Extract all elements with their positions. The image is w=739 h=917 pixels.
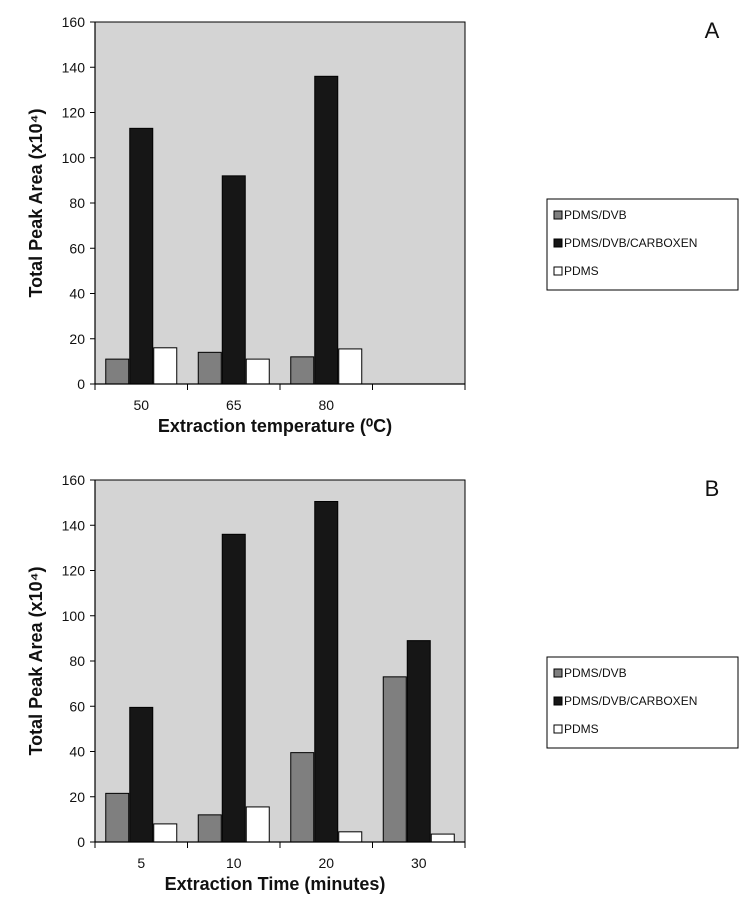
bar-pdms-dvb-20 <box>290 752 315 843</box>
bar-pdms-80 <box>338 348 363 385</box>
legend-label-pdms: PDMS <box>564 264 599 278</box>
x-axis-title: Extraction temperature (⁰C) <box>158 416 392 436</box>
chart-panel-a: 0 20 40 60 80 100 120 140 160 50 65 80 Total Peak Ar… <box>0 0 739 458</box>
legend-label-pdms: PDMS <box>564 722 599 736</box>
y-axis-title: Total Peak Area (x10⁴) <box>26 109 46 298</box>
bar-pdms-dvb-65 <box>197 351 222 385</box>
y-tick-label: 140 <box>62 59 86 75</box>
bar-pdms-dvb-carboxen-65 <box>221 175 246 385</box>
legend-box <box>546 656 739 749</box>
x-tick-label: 65 <box>226 397 242 413</box>
y-tick-label: 80 <box>69 653 85 669</box>
panel-label: B <box>705 476 720 501</box>
bar-pdms-dvb-carboxen-30 <box>406 640 431 843</box>
y-tick-label: 100 <box>62 150 86 166</box>
bar-pdms-dvb-50 <box>105 358 130 385</box>
legend: PDMS/DVB PDMS/DVB/CARBOXEN PDMS <box>546 656 739 749</box>
y-tick-label: 120 <box>62 563 86 579</box>
x-tick-label: 10 <box>226 855 242 871</box>
y-axis-title: Total Peak Area (x10⁴) <box>26 567 46 756</box>
x-tick-label: 20 <box>318 855 334 871</box>
y-tick-label: 40 <box>69 286 85 302</box>
x-tick-label: 5 <box>137 855 145 871</box>
y-tick-label: 60 <box>69 240 85 256</box>
legend-swatch-pdms <box>553 266 563 276</box>
legend-box <box>546 198 739 291</box>
legend-label-pdms-dvb: PDMS/DVB <box>564 666 627 680</box>
y-tick-label: 160 <box>62 472 86 488</box>
bar-pdms-10 <box>245 806 270 843</box>
legend: PDMS/DVB PDMS/DVB/CARBOXEN PDMS <box>546 198 739 291</box>
x-tick-label: 80 <box>318 397 334 413</box>
legend-swatch-pdms-dvb-carboxen <box>553 696 563 706</box>
legend-swatch-pdms <box>553 724 563 734</box>
bar-pdms-dvb-80 <box>290 356 315 385</box>
bar-pdms-dvb-10 <box>197 814 222 843</box>
y-tick-label: 20 <box>69 789 85 805</box>
bar-pdms-dvb-30 <box>382 676 407 843</box>
legend-swatch-pdms-dvb <box>553 210 563 220</box>
y-tick-label: 0 <box>77 834 85 850</box>
bar-pdms-5 <box>153 823 178 843</box>
chart-svg-b: 0 20 40 60 80 100 120 140 160 5 10 20 30 Total Peak A… <box>26 472 739 894</box>
bar-pdms-50 <box>153 347 178 385</box>
x-tick-label: 50 <box>133 397 149 413</box>
bar-pdms-dvb-carboxen-10 <box>221 533 246 843</box>
chart-panel-b: 0 20 40 60 80 100 120 140 160 5 10 20 30 Total Peak A… <box>0 458 739 916</box>
y-tick-label: 120 <box>62 105 86 121</box>
panel-label: A <box>705 18 720 43</box>
y-tick-label: 40 <box>69 744 85 760</box>
bar-pdms-20 <box>338 831 363 843</box>
legend-label-pdms-dvb-carboxen: PDMS/DVB/CARBOXEN <box>564 694 697 708</box>
y-tick-label: 140 <box>62 517 86 533</box>
bar-pdms-dvb-carboxen-5 <box>129 706 154 843</box>
y-tick-label: 100 <box>62 608 86 624</box>
chart-svg-a: 0 20 40 60 80 100 120 140 160 50 65 80 Total Peak Ar… <box>26 14 739 436</box>
plot-area <box>94 21 466 385</box>
legend-label-pdms-dvb: PDMS/DVB <box>564 208 627 222</box>
y-tick-label: 60 <box>69 698 85 714</box>
legend-label-pdms-dvb-carboxen: PDMS/DVB/CARBOXEN <box>564 236 697 250</box>
y-tick-label: 0 <box>77 376 85 392</box>
bar-pdms-30 <box>430 833 455 843</box>
legend-swatch-pdms-dvb <box>553 668 563 678</box>
bar-pdms-65 <box>245 358 270 385</box>
y-tick-label: 20 <box>69 331 85 347</box>
x-axis-title: Extraction Time (minutes) <box>165 874 386 894</box>
bar-pdms-dvb-carboxen-50 <box>129 127 154 385</box>
y-tick-label: 160 <box>62 14 86 30</box>
y-tick-label: 80 <box>69 195 85 211</box>
bar-pdms-dvb-carboxen-80 <box>314 75 339 385</box>
bar-pdms-dvb-5 <box>105 792 130 843</box>
legend-swatch-pdms-dvb-carboxen <box>553 238 563 248</box>
x-tick-label: 30 <box>411 855 427 871</box>
bar-pdms-dvb-carboxen-20 <box>314 500 339 843</box>
